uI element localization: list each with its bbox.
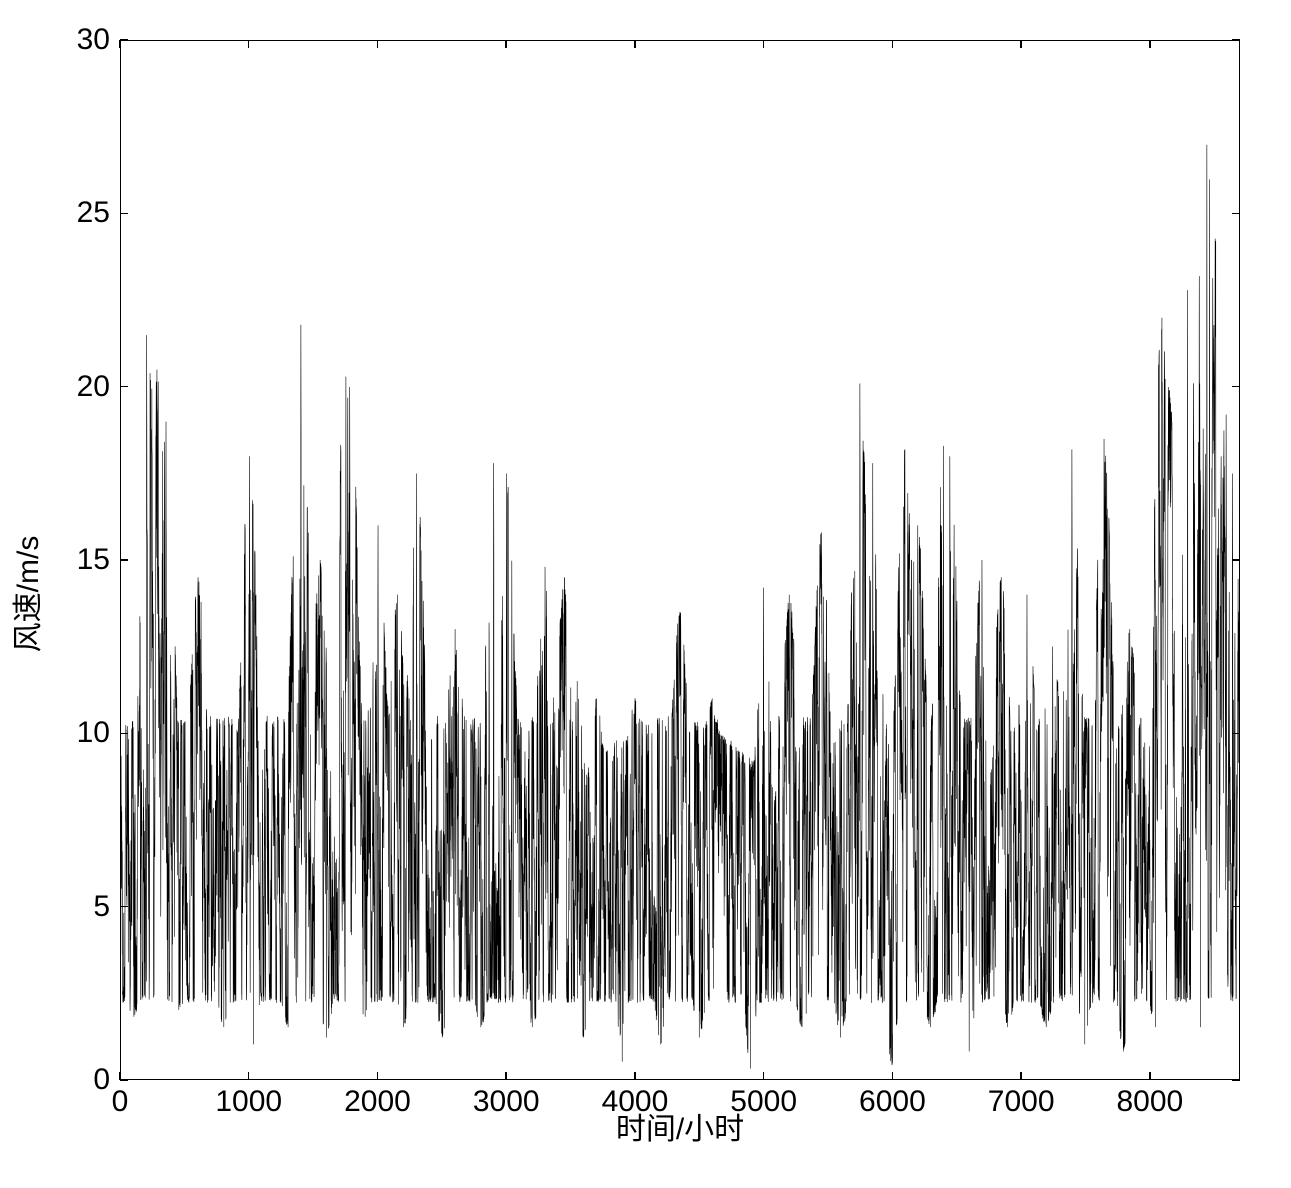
- x-tick-label: 6000: [859, 1085, 926, 1119]
- y-tick-label: 20: [77, 370, 110, 404]
- y-tick-label: 5: [93, 890, 110, 924]
- line-plot: [121, 41, 1239, 1079]
- x-tick-label: 7000: [988, 1085, 1055, 1119]
- wind-speed-chart: [120, 40, 1240, 1080]
- x-tick-label: 8000: [1117, 1085, 1184, 1119]
- y-tick-label: 0: [93, 1063, 110, 1097]
- x-tick-label: 4000: [602, 1085, 669, 1119]
- y-axis-label: 风速/m/s: [3, 536, 47, 653]
- x-tick-label: 2000: [344, 1085, 411, 1119]
- y-tick-label: 25: [77, 196, 110, 230]
- y-tick-label: 10: [77, 716, 110, 750]
- x-tick-label: 1000: [215, 1085, 282, 1119]
- y-tick-label: 30: [77, 23, 110, 57]
- x-tick-label: 0: [112, 1085, 129, 1119]
- x-tick-label: 3000: [473, 1085, 540, 1119]
- x-tick-label: 5000: [730, 1085, 797, 1119]
- y-tick-label: 15: [77, 543, 110, 577]
- plot-area: [120, 40, 1240, 1080]
